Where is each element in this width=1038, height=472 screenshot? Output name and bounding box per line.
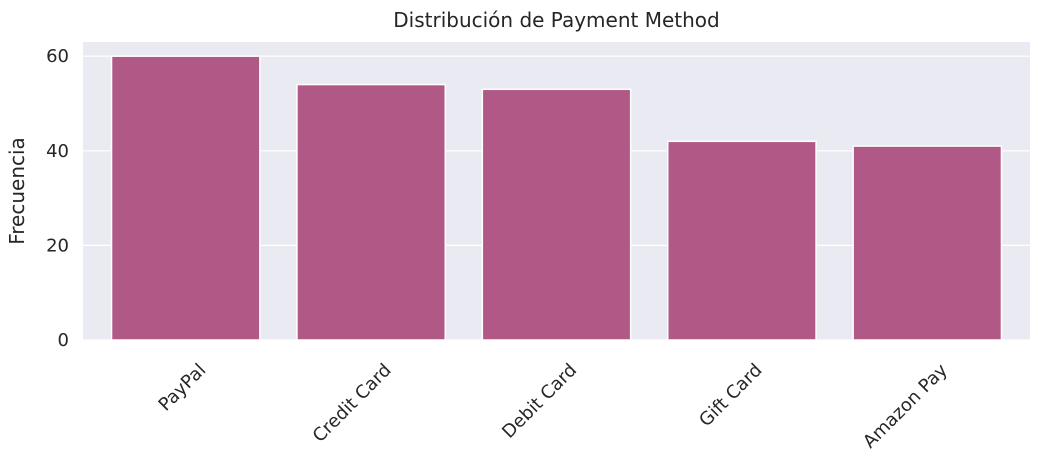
bar-paypal [110,55,261,341]
bar-gift-card [666,140,817,341]
bar-amazon-pay [852,145,1003,341]
chart-title: Distribución de Payment Method [393,8,719,32]
y-tick-label: 0 [58,330,69,351]
y-axis-label: Frecuencia [5,137,29,245]
x-tick-label: PayPal [155,360,211,416]
x-tick-label: Gift Card [695,360,766,431]
y-ticks: 0 20 40 60 [46,46,69,351]
x-tick-label: Credit Card [309,360,396,447]
y-tick-label: 60 [46,46,69,67]
bar-credit-card [296,83,447,341]
x-tick-label: Debit Card [498,360,581,443]
x-ticks: PayPal Credit Card Debit Card Gift Card Amaz… [155,359,953,452]
bar-debit-card [481,88,632,341]
y-tick-label: 20 [46,235,69,256]
bars [110,55,1003,341]
y-tick-label: 40 [46,141,69,162]
x-tick-label: Amazon Pay [859,359,952,452]
